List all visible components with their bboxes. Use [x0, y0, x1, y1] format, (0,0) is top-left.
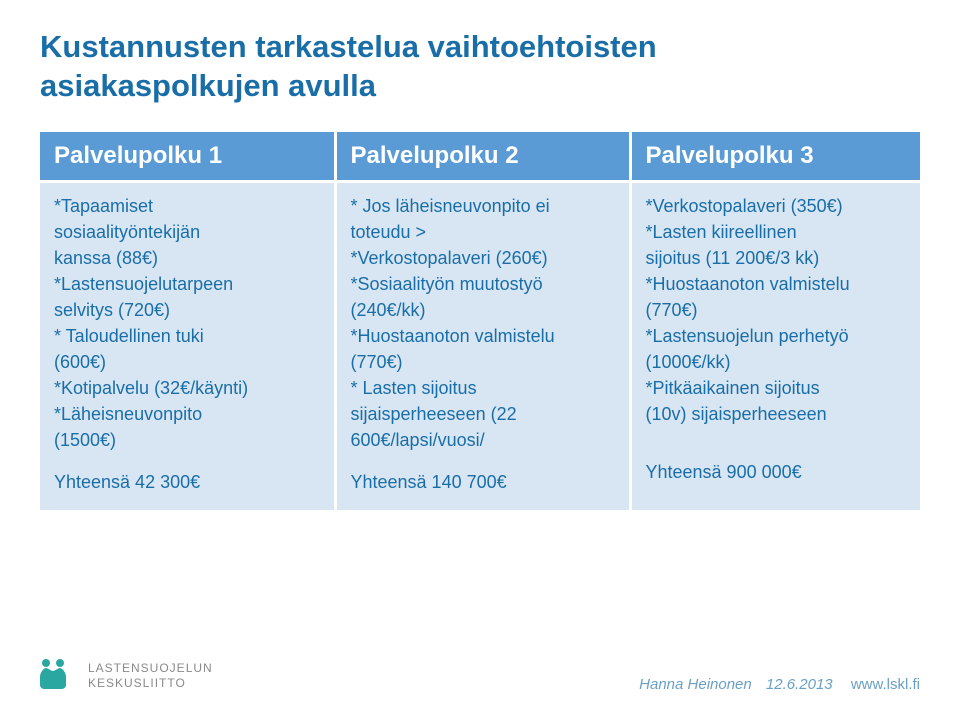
c1-l2: kanssa (88€) [54, 245, 320, 271]
c2-l1: toteudu > [351, 219, 615, 245]
c3-l4: (770€) [646, 297, 907, 323]
c3-l0: *Verkostopalaveri (350€) [646, 193, 907, 219]
cell-col-1: *Tapaamiset sosiaalityöntekijän kanssa (… [40, 181, 335, 510]
spacer [646, 427, 907, 443]
c2-l6: (770€) [351, 349, 615, 375]
c1-l4: selvitys (720€) [54, 297, 320, 323]
c1-l5: * Taloudellinen tuki [54, 323, 320, 349]
c2-l4: (240€/kk) [351, 297, 615, 323]
c1-total: Yhteensä 42 300€ [54, 469, 320, 495]
c2-l5: *Huostaanoton valmistelu [351, 323, 615, 349]
footer-author: Hanna Heinonen [639, 676, 752, 693]
title-line-2: asiakaspolkujen avulla [40, 68, 376, 103]
org-name: LASTENSUOJELUN KESKUSLIITTO [88, 661, 213, 691]
c3-total: Yhteensä 900 000€ [646, 459, 907, 485]
c3-l7: *Pitkäaikainen sijoitus [646, 375, 907, 401]
c1-l0: *Tapaamiset [54, 193, 320, 219]
c2-l9: 600€/lapsi/vuosi/ [351, 427, 615, 453]
c2-l3: *Sosiaalityön muutostyö [351, 271, 615, 297]
header-col-2: Palvelupolku 2 [335, 132, 630, 182]
c2-l7: * Lasten sijoitus [351, 375, 615, 401]
cell-col-2: * Jos läheisneuvonpito ei toteudu > *Ver… [335, 181, 630, 510]
comparison-table: Palvelupolku 1 Palvelupolku 2 Palvelupol… [40, 132, 920, 510]
c3-l8: (10v) sijaisperheeseen [646, 401, 907, 427]
c1-l6: (600€) [54, 349, 320, 375]
spacer [646, 443, 907, 459]
c1-l9: (1500€) [54, 427, 320, 453]
footer-date: 12.6.2013 [766, 676, 833, 693]
c2-total: Yhteensä 140 700€ [351, 469, 615, 495]
c1-l3: *Lastensuojelutarpeen [54, 271, 320, 297]
org-line-2: KESKUSLIITTO [88, 676, 186, 690]
header-col-3: Palvelupolku 3 [630, 132, 920, 182]
c1-l7: *Kotipalvelu (32€/käynti) [54, 375, 320, 401]
c2-l8: sijaisperheeseen (22 [351, 401, 615, 427]
c3-l6: (1000€/kk) [646, 349, 907, 375]
c2-l0: * Jos läheisneuvonpito ei [351, 193, 615, 219]
org-line-1: LASTENSUOJELUN [88, 661, 213, 675]
footer: Hanna Heinonen 12.6.2013 www.lskl.fi [639, 676, 920, 693]
c3-l5: *Lastensuojelun perhetyö [646, 323, 907, 349]
c2-l2: *Verkostopalaveri (260€) [351, 245, 615, 271]
c3-l1: *Lasten kiireellinen [646, 219, 907, 245]
header-col-1: Palvelupolku 1 [40, 132, 335, 182]
title-line-1: Kustannusten tarkastelua vaihtoehtoisten [40, 29, 657, 64]
org-logo: LASTENSUOJELUN KESKUSLIITTO [28, 651, 213, 701]
table-header-row: Palvelupolku 1 Palvelupolku 2 Palvelupol… [40, 132, 920, 182]
spacer [351, 453, 615, 469]
spacer [54, 453, 320, 469]
c3-l2: sijoitus (11 200€/3 kk) [646, 245, 907, 271]
c1-l8: *Läheisneuvonpito [54, 401, 320, 427]
slide-title: Kustannusten tarkastelua vaihtoehtoisten… [40, 28, 920, 106]
slide: Kustannusten tarkastelua vaihtoehtoisten… [0, 0, 960, 715]
footer-url: www.lskl.fi [851, 676, 920, 693]
logo-mark-icon [28, 651, 78, 701]
c1-l1: sosiaalityöntekijän [54, 219, 320, 245]
table-body-row: *Tapaamiset sosiaalityöntekijän kanssa (… [40, 181, 920, 510]
cell-col-3: *Verkostopalaveri (350€) *Lasten kiireel… [630, 181, 920, 510]
c3-l3: *Huostaanoton valmistelu [646, 271, 907, 297]
